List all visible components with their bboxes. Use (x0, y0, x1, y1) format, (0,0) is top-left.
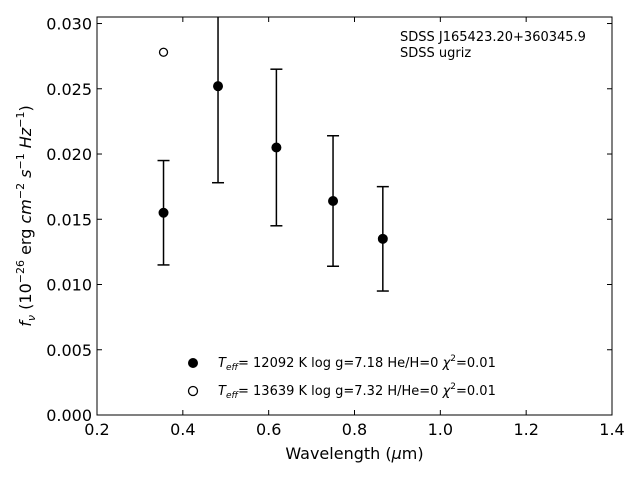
data-point-filled (158, 207, 169, 218)
y-tick-label: 0.015 (46, 210, 92, 229)
x-tick-label: 0.4 (170, 420, 195, 439)
y-tick-label: 0.010 (46, 276, 92, 295)
legend-marker-filled-circle (188, 358, 198, 368)
data-point-filled (213, 81, 224, 92)
y-tick-label: 0.030 (46, 15, 92, 34)
data-point-open (158, 47, 169, 57)
y-tick-label: 0.000 (46, 406, 92, 425)
annotation: SDSS J165423.20+360345.9 SDSS ugriz (400, 30, 586, 61)
data-point-filled (377, 233, 388, 244)
legend-marker-open-circle (187, 385, 199, 397)
data-point-filled (271, 142, 282, 153)
axis-ticks: 0.2 0.4 0.6 0.8 1.0 1.2 1.4 0.000 0.005 0.010 0.01… (46, 15, 625, 439)
x-tick-label: 1.2 (513, 420, 538, 439)
annotation-object-name: SDSS J165423.20+360345.9 (400, 30, 586, 45)
plot-area (157, 17, 389, 292)
annotation-survey-name: SDSS ugriz (400, 46, 471, 61)
y-axis-title: fν (10−26 erg cm−2 s−1 Hz−1) (14, 105, 38, 326)
x-tick-label: 0.8 (342, 420, 367, 439)
legend-entry-1: Teff= 12092 K log g=7.18 He/H=0 χ2=0.01 (218, 354, 496, 373)
y-tick-label: 0.025 (46, 80, 92, 99)
legend-entry-2: Teff= 13639 K log g=7.32 H/He=0 χ2=0.01 (218, 382, 496, 401)
x-tick-label: 0.2 (84, 420, 109, 439)
x-tick-label: 1.4 (599, 420, 624, 439)
y-tick-label: 0.005 (46, 341, 92, 360)
x-tick-label: 1.0 (428, 420, 453, 439)
x-tick-label: 0.6 (256, 420, 281, 439)
y-tick-label: 0.020 (46, 145, 92, 164)
legend: Teff= 12092 K log g=7.18 He/H=0 χ2=0.01 … (187, 354, 496, 401)
x-axis-title: Wavelength (μm) (285, 444, 423, 463)
data-layer (157, 17, 389, 292)
data-point-filled (328, 195, 339, 206)
